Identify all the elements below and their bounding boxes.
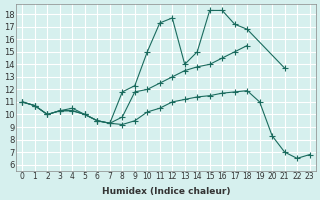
X-axis label: Humidex (Indice chaleur): Humidex (Indice chaleur) — [102, 187, 230, 196]
